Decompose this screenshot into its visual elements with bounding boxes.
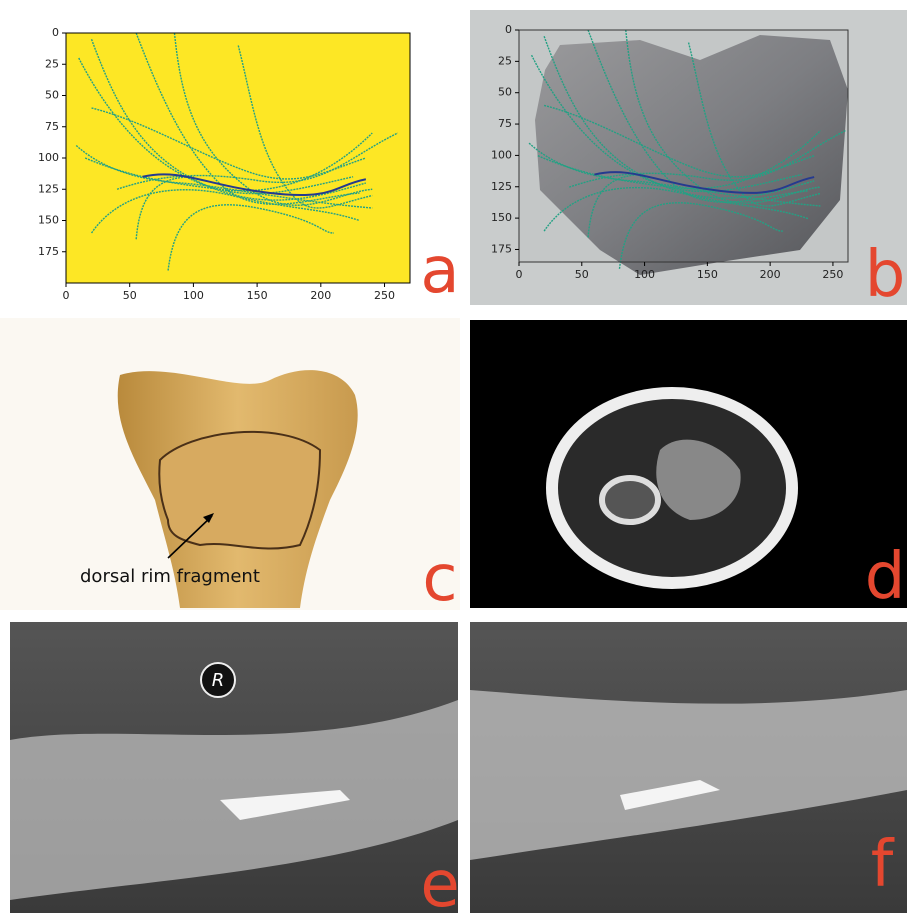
panel-c: dorsal rim fragment <box>0 318 460 610</box>
bone-section <box>602 478 658 522</box>
x-tick-label: 250 <box>374 289 395 302</box>
figure: dorsal rim fragment R a05010015020025002… <box>0 0 907 913</box>
panel-d <box>470 320 907 608</box>
panel-letter: a <box>420 234 459 308</box>
panel-letter: e <box>420 848 459 913</box>
panel-letter: b <box>865 238 906 312</box>
x-tick-label: 100 <box>634 268 655 281</box>
panel-b <box>470 10 907 305</box>
panel-letter: d <box>865 540 906 614</box>
x-tick-label: 200 <box>760 268 781 281</box>
image-plot <box>66 33 410 283</box>
y-tick-label: 175 <box>38 245 59 258</box>
y-tick-label: 0 <box>505 23 512 36</box>
panel-f <box>470 622 907 913</box>
side-marker-label: R <box>212 670 225 691</box>
y-tick-label: 75 <box>498 117 512 130</box>
y-tick-label: 50 <box>498 86 512 99</box>
y-tick-label: 175 <box>491 242 512 255</box>
panel-letter: f <box>871 828 895 902</box>
x-tick-label: 200 <box>310 289 331 302</box>
x-tick-label: 100 <box>183 289 204 302</box>
x-tick-label: 150 <box>697 268 718 281</box>
fragment <box>159 432 320 549</box>
y-tick-label: 25 <box>45 57 59 70</box>
y-tick-label: 150 <box>38 214 59 227</box>
y-tick-label: 150 <box>491 211 512 224</box>
y-tick-label: 100 <box>491 148 512 161</box>
y-tick-label: 75 <box>45 120 59 133</box>
y-tick-label: 125 <box>491 180 512 193</box>
y-tick-label: 100 <box>38 151 59 164</box>
x-tick-label: 50 <box>123 289 137 302</box>
y-tick-label: 0 <box>52 26 59 39</box>
x-tick-label: 0 <box>516 268 523 281</box>
panel-a <box>66 33 410 283</box>
x-tick-label: 50 <box>575 268 589 281</box>
x-tick-label: 0 <box>63 289 70 302</box>
annotation: dorsal rim fragment <box>80 566 260 587</box>
x-tick-label: 150 <box>247 289 268 302</box>
panel-letter: c <box>422 542 457 616</box>
y-tick-label: 50 <box>45 89 59 102</box>
y-tick-label: 25 <box>498 54 512 67</box>
panel-e: R <box>10 622 458 913</box>
y-tick-label: 125 <box>38 182 59 195</box>
x-tick-label: 250 <box>822 268 843 281</box>
